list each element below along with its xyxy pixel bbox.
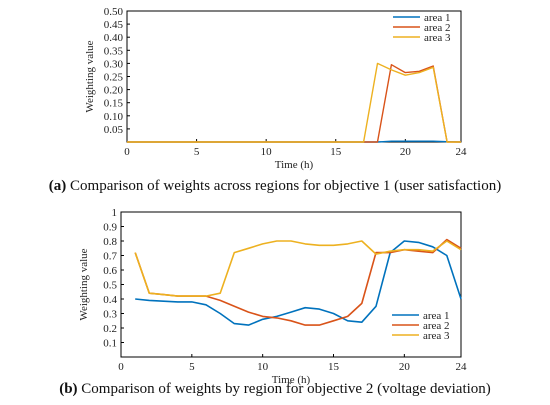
chart-a-xlabel: Time (h) <box>275 159 314 171</box>
chart-b-caption: (b) Comparison of weights by region for … <box>59 381 491 397</box>
chart-b-ytick-label: 0.7 <box>103 251 117 263</box>
chart-b-legend-label: area 1 <box>423 310 450 322</box>
chart-a-legend-label: area 2 <box>424 22 451 34</box>
chart-a-ytick-label: 0.15 <box>104 98 124 110</box>
chart-b-ytick-label: 0.2 <box>103 323 117 335</box>
chart-a-ytick-label: 0.30 <box>104 58 124 70</box>
chart-b-series-2-line <box>134 238 462 326</box>
chart-b-xtick-label: 5 <box>189 361 195 373</box>
chart-a-ytick-label: 0.05 <box>104 124 124 136</box>
chart-a-xtick-label: 24 <box>456 146 468 158</box>
chart-b-ytick-label: 0.8 <box>103 236 117 248</box>
chart-a-xtick-label: 10 <box>261 146 273 158</box>
chart-b-xtick-label: 0 <box>118 361 124 373</box>
chart-a-xtick-label: 0 <box>124 146 130 158</box>
chart-a-ytick-label: 0.25 <box>104 72 124 84</box>
chart-a-xtick-label: 20 <box>400 146 412 158</box>
chart-b-xtick-label: 24 <box>456 361 468 373</box>
chart-a-ylabel: Weighting value <box>84 40 96 112</box>
chart-a-xtick-label: 5 <box>194 146 200 158</box>
chart-a-series-3-line <box>127 62 461 143</box>
chart-b-ytick-label: 0.6 <box>103 265 117 277</box>
chart-b-ytick-label: 1 <box>112 207 118 219</box>
chart-a-legend-label: area 1 <box>424 12 451 24</box>
chart-a-legend-label: area 3 <box>424 32 451 44</box>
chart-a-plot-frame <box>126 10 462 143</box>
chart-b-xtick-label: 15 <box>328 361 340 373</box>
chart-a-ytick-label: 0.10 <box>104 111 124 123</box>
chart-b: 0 5 10 15 20 24 0.1 0.2 0.3 0.4 0.5 0.6 0.7 0.8 0.9 1 Ti… <box>78 207 467 386</box>
chart-b-ytick-label: 0.3 <box>103 309 117 321</box>
chart-b-series-3-line <box>134 240 462 297</box>
chart-b-xtick-label: 10 <box>257 361 269 373</box>
chart-a-ytick-label: 0.50 <box>104 6 124 18</box>
chart-a-ytick-label: 0.20 <box>104 85 124 97</box>
chart-b-xlabel: Time (h) <box>272 374 311 386</box>
chart-a-xtick-label: 15 <box>330 146 342 158</box>
chart-b-ylabel: Weighting value <box>78 248 90 320</box>
chart-b-ytick-label: 0.4 <box>103 294 117 306</box>
chart-b-ytick-label: 0.9 <box>103 222 117 234</box>
chart-b-ytick-label: 0.1 <box>103 338 117 350</box>
chart-b-xtick-label: 20 <box>399 361 411 373</box>
chart-a-caption: (a) Comparison of weights across regions… <box>48 178 502 194</box>
chart-a: 0 5 10 15 20 240.050.100.150.200.250.300.350.… <box>84 6 467 171</box>
chart-b-legend-label: area 3 <box>423 330 450 342</box>
chart-b-ytick-label: 0.5 <box>103 280 117 292</box>
chart-a-ytick-label: 0.35 <box>104 45 124 57</box>
chart-b-legend-label: area 2 <box>423 320 450 332</box>
chart-a-ytick-label: 0.45 <box>104 19 124 31</box>
chart-a-ytick-label: 0.40 <box>104 32 124 44</box>
chart-b-series-1-line <box>135 240 462 326</box>
chart-a-series-2-line <box>127 63 461 143</box>
